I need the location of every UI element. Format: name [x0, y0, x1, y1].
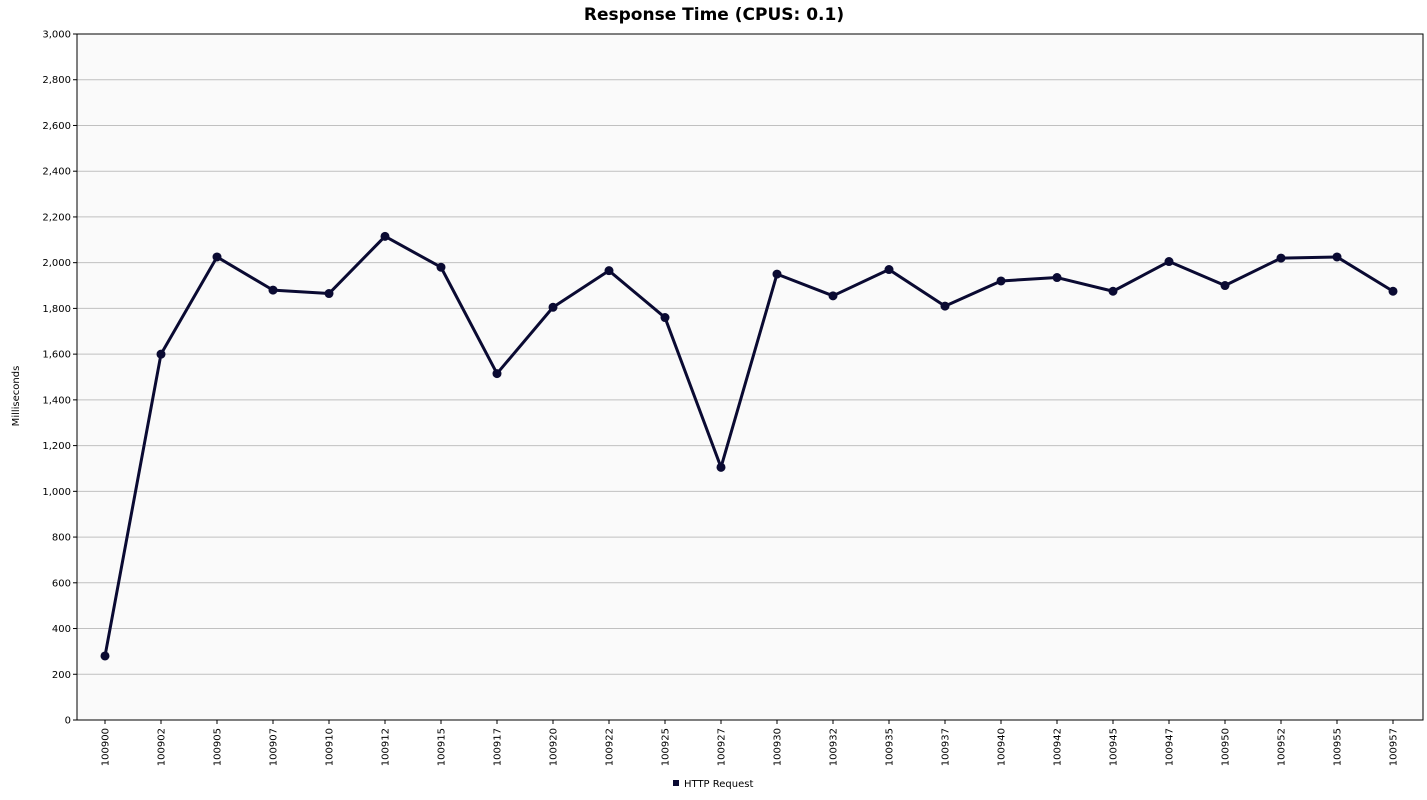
data-point [324, 289, 334, 299]
x-tick-label: 100950 [1221, 728, 1232, 766]
legend-entry-http-request: HTTP Request [684, 779, 753, 790]
data-point [716, 462, 726, 472]
y-tick-label: 800 [52, 533, 71, 544]
series-line-http-request [103, 234, 1394, 657]
plot-border [76, 33, 1424, 721]
y-tick-label: 200 [52, 670, 71, 681]
data-point [996, 276, 1006, 286]
grid-lines [77, 79, 1423, 675]
data-point [156, 349, 166, 359]
chart-title: Response Time (CPUS: 0.1) [584, 5, 844, 25]
y-tick-label: 2,200 [42, 212, 71, 223]
data-point [772, 269, 782, 279]
data-point [1108, 286, 1118, 296]
y-tick-label: 0 [65, 716, 71, 727]
y-tick-label: 3,000 [42, 30, 71, 41]
x-tick-label: 100945 [1109, 728, 1120, 766]
x-tick-label: 100935 [885, 728, 896, 766]
data-point [828, 291, 838, 301]
x-tick-label: 100910 [325, 728, 336, 766]
x-tick-label: 100922 [605, 728, 616, 766]
x-tick-label: 100917 [493, 728, 504, 766]
x-tick-label: 100927 [717, 728, 728, 766]
x-tick-label: 100930 [773, 728, 784, 766]
y-tick-label: 1,400 [42, 395, 71, 406]
x-tick-label: 100947 [1165, 728, 1176, 766]
x-tick-label: 100907 [269, 728, 280, 766]
x-tick-label: 100932 [829, 728, 840, 766]
x-tick-label: 100920 [549, 728, 560, 766]
series-group [100, 231, 1398, 661]
y-tick-label: 600 [52, 578, 71, 589]
data-point [212, 252, 222, 262]
data-point [100, 651, 110, 661]
data-point [268, 285, 278, 295]
x-tick-label: 100925 [661, 728, 672, 766]
data-point [1276, 253, 1286, 263]
y-tick-label: 2,400 [42, 167, 71, 178]
data-point [940, 301, 950, 311]
data-point [380, 231, 390, 241]
legend-swatch [673, 780, 679, 786]
y-tick-label: 2,600 [42, 121, 71, 132]
y-axis-ticks: 0 200 400 600 800 1,000 1,200 1,400 1,600 1,800 2,… [42, 30, 77, 727]
data-point [548, 302, 558, 312]
data-point [884, 265, 894, 275]
x-tick-label: 100957 [1389, 728, 1400, 766]
x-tick-label: 100902 [157, 728, 168, 766]
y-tick-label: 1,200 [42, 441, 71, 452]
x-tick-label: 100952 [1277, 728, 1288, 766]
x-tick-label: 100955 [1333, 728, 1344, 766]
y-tick-label: 1,600 [42, 350, 71, 361]
x-tick-label: 100940 [997, 728, 1008, 766]
y-tick-label: 400 [52, 624, 71, 635]
data-point [1052, 273, 1062, 283]
data-point [1388, 286, 1398, 296]
x-tick-label: 100905 [213, 728, 224, 766]
y-tick-label: 1,800 [42, 304, 71, 315]
y-tick-label: 1,000 [42, 487, 71, 498]
plot-area [77, 34, 1423, 720]
data-point [1220, 281, 1230, 291]
data-point [1332, 252, 1342, 262]
data-point [660, 313, 670, 323]
x-tick-label: 100942 [1053, 728, 1064, 766]
x-axis-ticks: 100900 100902 100905 100907 100910 100912 1009… [101, 720, 1400, 766]
data-point [604, 266, 614, 276]
legend: HTTP Request [673, 779, 753, 790]
y-tick-label: 2,800 [42, 75, 71, 86]
y-axis-label: Milliseconds [11, 366, 22, 427]
data-point [1164, 257, 1174, 267]
data-point [436, 262, 446, 272]
data-point [492, 369, 502, 379]
x-tick-label: 100912 [381, 728, 392, 766]
x-tick-label: 100915 [437, 728, 448, 766]
x-tick-label: 100900 [101, 728, 112, 766]
x-tick-label: 100937 [941, 728, 952, 766]
y-tick-label: 2,000 [42, 258, 71, 269]
